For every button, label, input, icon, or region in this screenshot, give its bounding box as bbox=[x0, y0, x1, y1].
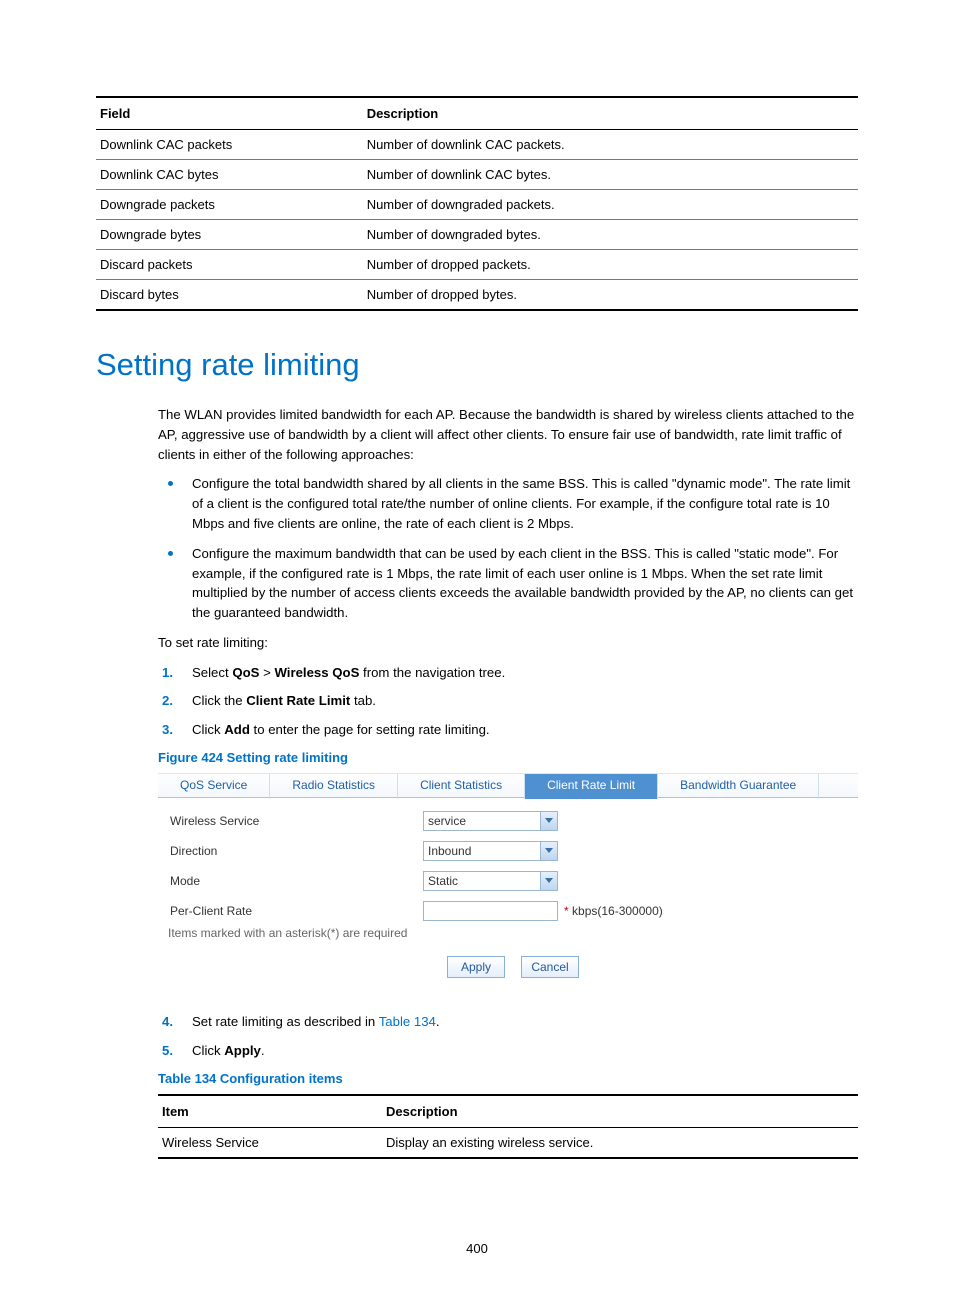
cell-field: Discard packets bbox=[96, 250, 363, 280]
step-text: Click bbox=[192, 722, 224, 737]
step-bold: QoS bbox=[232, 665, 259, 680]
intro-paragraph: The WLAN provides limited bandwidth for … bbox=[158, 405, 858, 464]
select-wireless-service[interactable]: service bbox=[423, 811, 558, 831]
chevron-down-icon bbox=[540, 872, 557, 890]
table-caption: Table 134 Configuration items bbox=[158, 1071, 858, 1086]
step-item: Select QoS > Wireless QoS from the navig… bbox=[158, 663, 858, 683]
tab-bandwidth-guarantee[interactable]: Bandwidth Guarantee bbox=[658, 774, 819, 799]
cell-field: Downlink CAC bytes bbox=[96, 160, 363, 190]
rate-limit-form: Wireless Service service Direction Inbou… bbox=[158, 798, 858, 988]
tab-radio-statistics[interactable]: Radio Statistics bbox=[270, 774, 398, 799]
table-header-item: Item bbox=[158, 1095, 382, 1128]
hint-text: kbps(16-300000) bbox=[572, 904, 663, 918]
label-direction: Direction bbox=[168, 844, 423, 858]
cell-field: Downgrade packets bbox=[96, 190, 363, 220]
cancel-button[interactable]: Cancel bbox=[521, 956, 579, 978]
table-row: Discard bytes Number of dropped bytes. bbox=[96, 280, 858, 311]
table-row: Downgrade packets Number of downgraded p… bbox=[96, 190, 858, 220]
table-row: Downlink CAC packets Number of downlink … bbox=[96, 130, 858, 160]
cell-item: Wireless Service bbox=[158, 1128, 382, 1159]
cell-field: Downgrade bytes bbox=[96, 220, 363, 250]
hint-per-client-rate: * kbps(16-300000) bbox=[564, 904, 663, 918]
page-number: 400 bbox=[0, 1241, 954, 1256]
document-page: Field Description Downlink CAC packets N… bbox=[0, 0, 954, 1159]
section-heading: Setting rate limiting bbox=[96, 347, 858, 383]
step-text: . bbox=[436, 1014, 440, 1029]
steps-list: Select QoS > Wireless QoS from the navig… bbox=[158, 663, 858, 740]
table-header-description: Description bbox=[382, 1095, 858, 1128]
tab-spacer bbox=[819, 774, 863, 799]
rate-limit-ui-figure: QoS Service Radio Statistics Client Stat… bbox=[158, 773, 858, 988]
step-bold: Add bbox=[224, 722, 250, 737]
label-wireless-service: Wireless Service bbox=[168, 814, 423, 828]
step-text: Click the bbox=[192, 693, 246, 708]
label-mode: Mode bbox=[168, 874, 423, 888]
step-item: Click Apply. bbox=[158, 1041, 858, 1061]
table-reference-link[interactable]: Table 134 bbox=[379, 1014, 436, 1029]
bullet-item: Configure the maximum bandwidth that can… bbox=[158, 544, 858, 623]
steps-list-continued: Set rate limiting as described in Table … bbox=[158, 1012, 858, 1061]
cell-field: Discard bytes bbox=[96, 280, 363, 311]
step-text: tab. bbox=[350, 693, 376, 708]
bullet-list: Configure the total bandwidth shared by … bbox=[158, 474, 858, 623]
step-item: Set rate limiting as described in Table … bbox=[158, 1012, 858, 1032]
tab-client-rate-limit[interactable]: Client Rate Limit bbox=[525, 774, 658, 799]
form-row-direction: Direction Inbound bbox=[168, 836, 858, 866]
input-per-client-rate[interactable] bbox=[423, 901, 558, 921]
step-text: . bbox=[261, 1043, 265, 1058]
cell-desc: Number of downgraded packets. bbox=[363, 190, 858, 220]
step-text: to enter the page for setting rate limit… bbox=[250, 722, 490, 737]
required-star-icon: * bbox=[564, 904, 569, 918]
select-value: Inbound bbox=[424, 842, 540, 860]
tab-bar: QoS Service Radio Statistics Client Stat… bbox=[158, 773, 858, 798]
figure-caption: Figure 424 Setting rate limiting bbox=[158, 750, 858, 765]
form-row-wireless-service: Wireless Service service bbox=[168, 806, 858, 836]
table-header-description: Description bbox=[363, 97, 858, 130]
cell-desc: Number of downlink CAC bytes. bbox=[363, 160, 858, 190]
step-bold: Client Rate Limit bbox=[246, 693, 350, 708]
chevron-down-icon bbox=[540, 842, 557, 860]
label-per-client-rate: Per-Client Rate bbox=[168, 904, 423, 918]
step-text: Select bbox=[192, 665, 232, 680]
step-item: Click Add to enter the page for setting … bbox=[158, 720, 858, 740]
step-text: Click bbox=[192, 1043, 224, 1058]
form-row-mode: Mode Static bbox=[168, 866, 858, 896]
tab-qos-service[interactable]: QoS Service bbox=[158, 774, 270, 799]
cell-field: Downlink CAC packets bbox=[96, 130, 363, 160]
configuration-items-table: Item Description Wireless Service Displa… bbox=[158, 1094, 858, 1159]
step-bold: Apply bbox=[224, 1043, 261, 1058]
apply-button[interactable]: Apply bbox=[447, 956, 505, 978]
table-row: Downgrade bytes Number of downgraded byt… bbox=[96, 220, 858, 250]
cell-desc: Number of dropped packets. bbox=[363, 250, 858, 280]
required-note: Items marked with an asterisk(*) are req… bbox=[168, 926, 858, 948]
step-bold: Wireless QoS bbox=[274, 665, 359, 680]
cell-desc: Number of dropped bytes. bbox=[363, 280, 858, 311]
step-text: Set rate limiting as described in bbox=[192, 1014, 379, 1029]
tab-client-statistics[interactable]: Client Statistics bbox=[398, 774, 525, 799]
chevron-down-icon bbox=[540, 812, 557, 830]
cell-desc: Display an existing wireless service. bbox=[382, 1128, 858, 1159]
table-row: Wireless Service Display an existing wir… bbox=[158, 1128, 858, 1159]
bullet-item: Configure the total bandwidth shared by … bbox=[158, 474, 858, 533]
select-value: Static bbox=[424, 872, 540, 890]
to-set-lead: To set rate limiting: bbox=[158, 633, 858, 653]
cell-desc: Number of downgraded bytes. bbox=[363, 220, 858, 250]
select-direction[interactable]: Inbound bbox=[423, 841, 558, 861]
field-description-table: Field Description Downlink CAC packets N… bbox=[96, 96, 858, 311]
table-row: Discard packets Number of dropped packet… bbox=[96, 250, 858, 280]
step-text: > bbox=[259, 665, 274, 680]
table-row: Downlink CAC bytes Number of downlink CA… bbox=[96, 160, 858, 190]
form-buttons: Apply Cancel bbox=[168, 948, 858, 988]
table-header-field: Field bbox=[96, 97, 363, 130]
cell-desc: Number of downlink CAC packets. bbox=[363, 130, 858, 160]
step-text: from the navigation tree. bbox=[359, 665, 505, 680]
form-row-per-client-rate: Per-Client Rate * kbps(16-300000) bbox=[168, 896, 858, 926]
select-value: service bbox=[424, 812, 540, 830]
select-mode[interactable]: Static bbox=[423, 871, 558, 891]
step-item: Click the Client Rate Limit tab. bbox=[158, 691, 858, 711]
